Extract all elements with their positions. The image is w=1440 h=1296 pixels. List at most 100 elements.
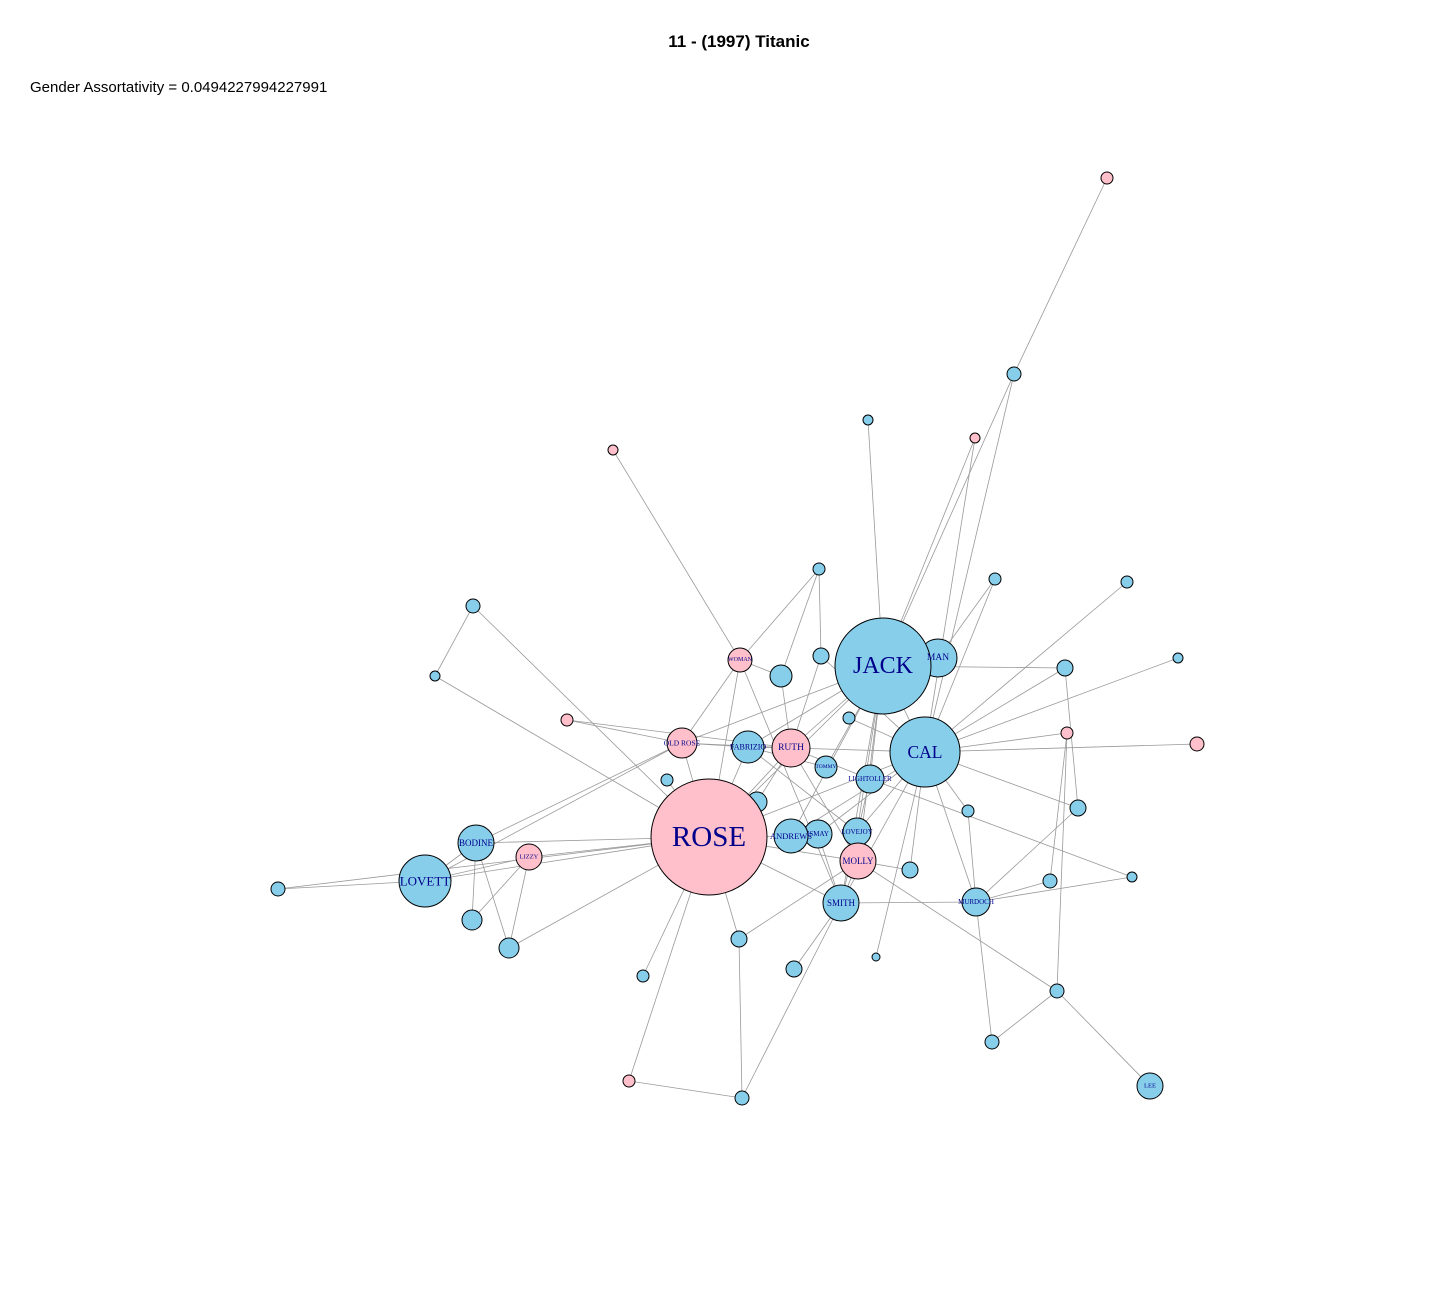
node (429, 670, 441, 682)
edge (738, 938, 743, 1099)
node-label: ANDREWS (770, 831, 812, 841)
edge (508, 856, 530, 949)
edge (975, 901, 993, 1043)
node-label: WOMAN (728, 657, 753, 663)
node (461, 909, 483, 931)
node-label: MOLLY (842, 856, 874, 866)
node (465, 598, 481, 614)
node (666, 727, 698, 759)
node-label: BODINE (459, 838, 493, 848)
node (730, 930, 748, 948)
edge (869, 778, 1133, 878)
node (650, 778, 768, 896)
node (727, 647, 753, 673)
edge (780, 568, 820, 677)
edge (612, 449, 741, 661)
edge (434, 605, 474, 677)
node-label: FABRIZIO (730, 743, 767, 752)
edge (924, 657, 1179, 753)
node (769, 664, 793, 688)
edge (818, 568, 822, 657)
edge (628, 1080, 743, 1099)
node-label: TOMMY (816, 764, 837, 770)
node (855, 764, 885, 794)
edge (475, 742, 683, 844)
edge (471, 856, 530, 921)
node (961, 804, 975, 818)
node (773, 818, 809, 854)
node (515, 843, 543, 871)
edge (924, 437, 976, 753)
node (731, 730, 765, 764)
edges (277, 177, 1198, 1099)
node (1060, 726, 1074, 740)
node-label: CAL (908, 742, 943, 762)
edge (739, 568, 820, 661)
node (812, 562, 826, 576)
node-label: LIZZY (520, 854, 539, 861)
edge (991, 990, 1058, 1043)
node (961, 887, 991, 917)
node-label: SMITH (827, 898, 856, 908)
node-label: RUTH (778, 743, 804, 753)
node (814, 755, 838, 779)
node (1049, 983, 1065, 999)
node (839, 842, 877, 880)
edge (566, 719, 683, 744)
node (1136, 1072, 1164, 1100)
node-label: LOVETT (400, 874, 451, 889)
edge (681, 659, 741, 744)
node (734, 1090, 750, 1106)
edge (1056, 990, 1151, 1087)
edge (424, 742, 683, 882)
edge (857, 860, 1058, 992)
node (498, 937, 520, 959)
edge (1049, 732, 1068, 882)
edge (924, 581, 1128, 753)
edge (924, 743, 1198, 753)
node (834, 617, 932, 715)
node (1189, 736, 1205, 752)
edge (924, 373, 1015, 753)
node-label: JACK (853, 653, 914, 679)
node (984, 1034, 1000, 1050)
node (812, 647, 830, 665)
edge (277, 836, 710, 890)
subtitle: Gender Assortativity = 0.049422799422799… (30, 79, 327, 96)
edge (967, 810, 977, 903)
node (988, 572, 1002, 586)
edge (975, 876, 1133, 903)
node-label: OLD ROSE (664, 739, 701, 748)
node (1172, 652, 1184, 664)
title: 11 - (1997) Titanic (668, 32, 809, 51)
node-label: ISMAY (807, 830, 829, 838)
node-label: LEE (1144, 1083, 1156, 1090)
node (660, 773, 674, 787)
node (901, 861, 919, 879)
node (1042, 873, 1058, 889)
edge (1013, 177, 1108, 375)
edge (840, 901, 977, 904)
node-label: MURDOCH (958, 898, 994, 906)
node (622, 1074, 636, 1088)
node (969, 432, 981, 444)
node-label: ROSE (672, 821, 746, 853)
node (862, 414, 874, 426)
node-label: MAN (927, 653, 949, 663)
edge (975, 807, 1079, 903)
node (871, 952, 881, 962)
edge (738, 860, 859, 940)
edge (882, 373, 1015, 667)
node (1056, 659, 1074, 677)
edge (741, 902, 842, 1099)
edge (747, 746, 858, 833)
edge (1064, 667, 1079, 809)
node (822, 884, 860, 922)
node (771, 728, 811, 768)
node (1006, 366, 1022, 382)
node (457, 824, 495, 862)
node-label: LIGHTOLLER (848, 775, 892, 783)
node (398, 854, 452, 908)
node (842, 711, 856, 725)
node (1120, 575, 1134, 589)
